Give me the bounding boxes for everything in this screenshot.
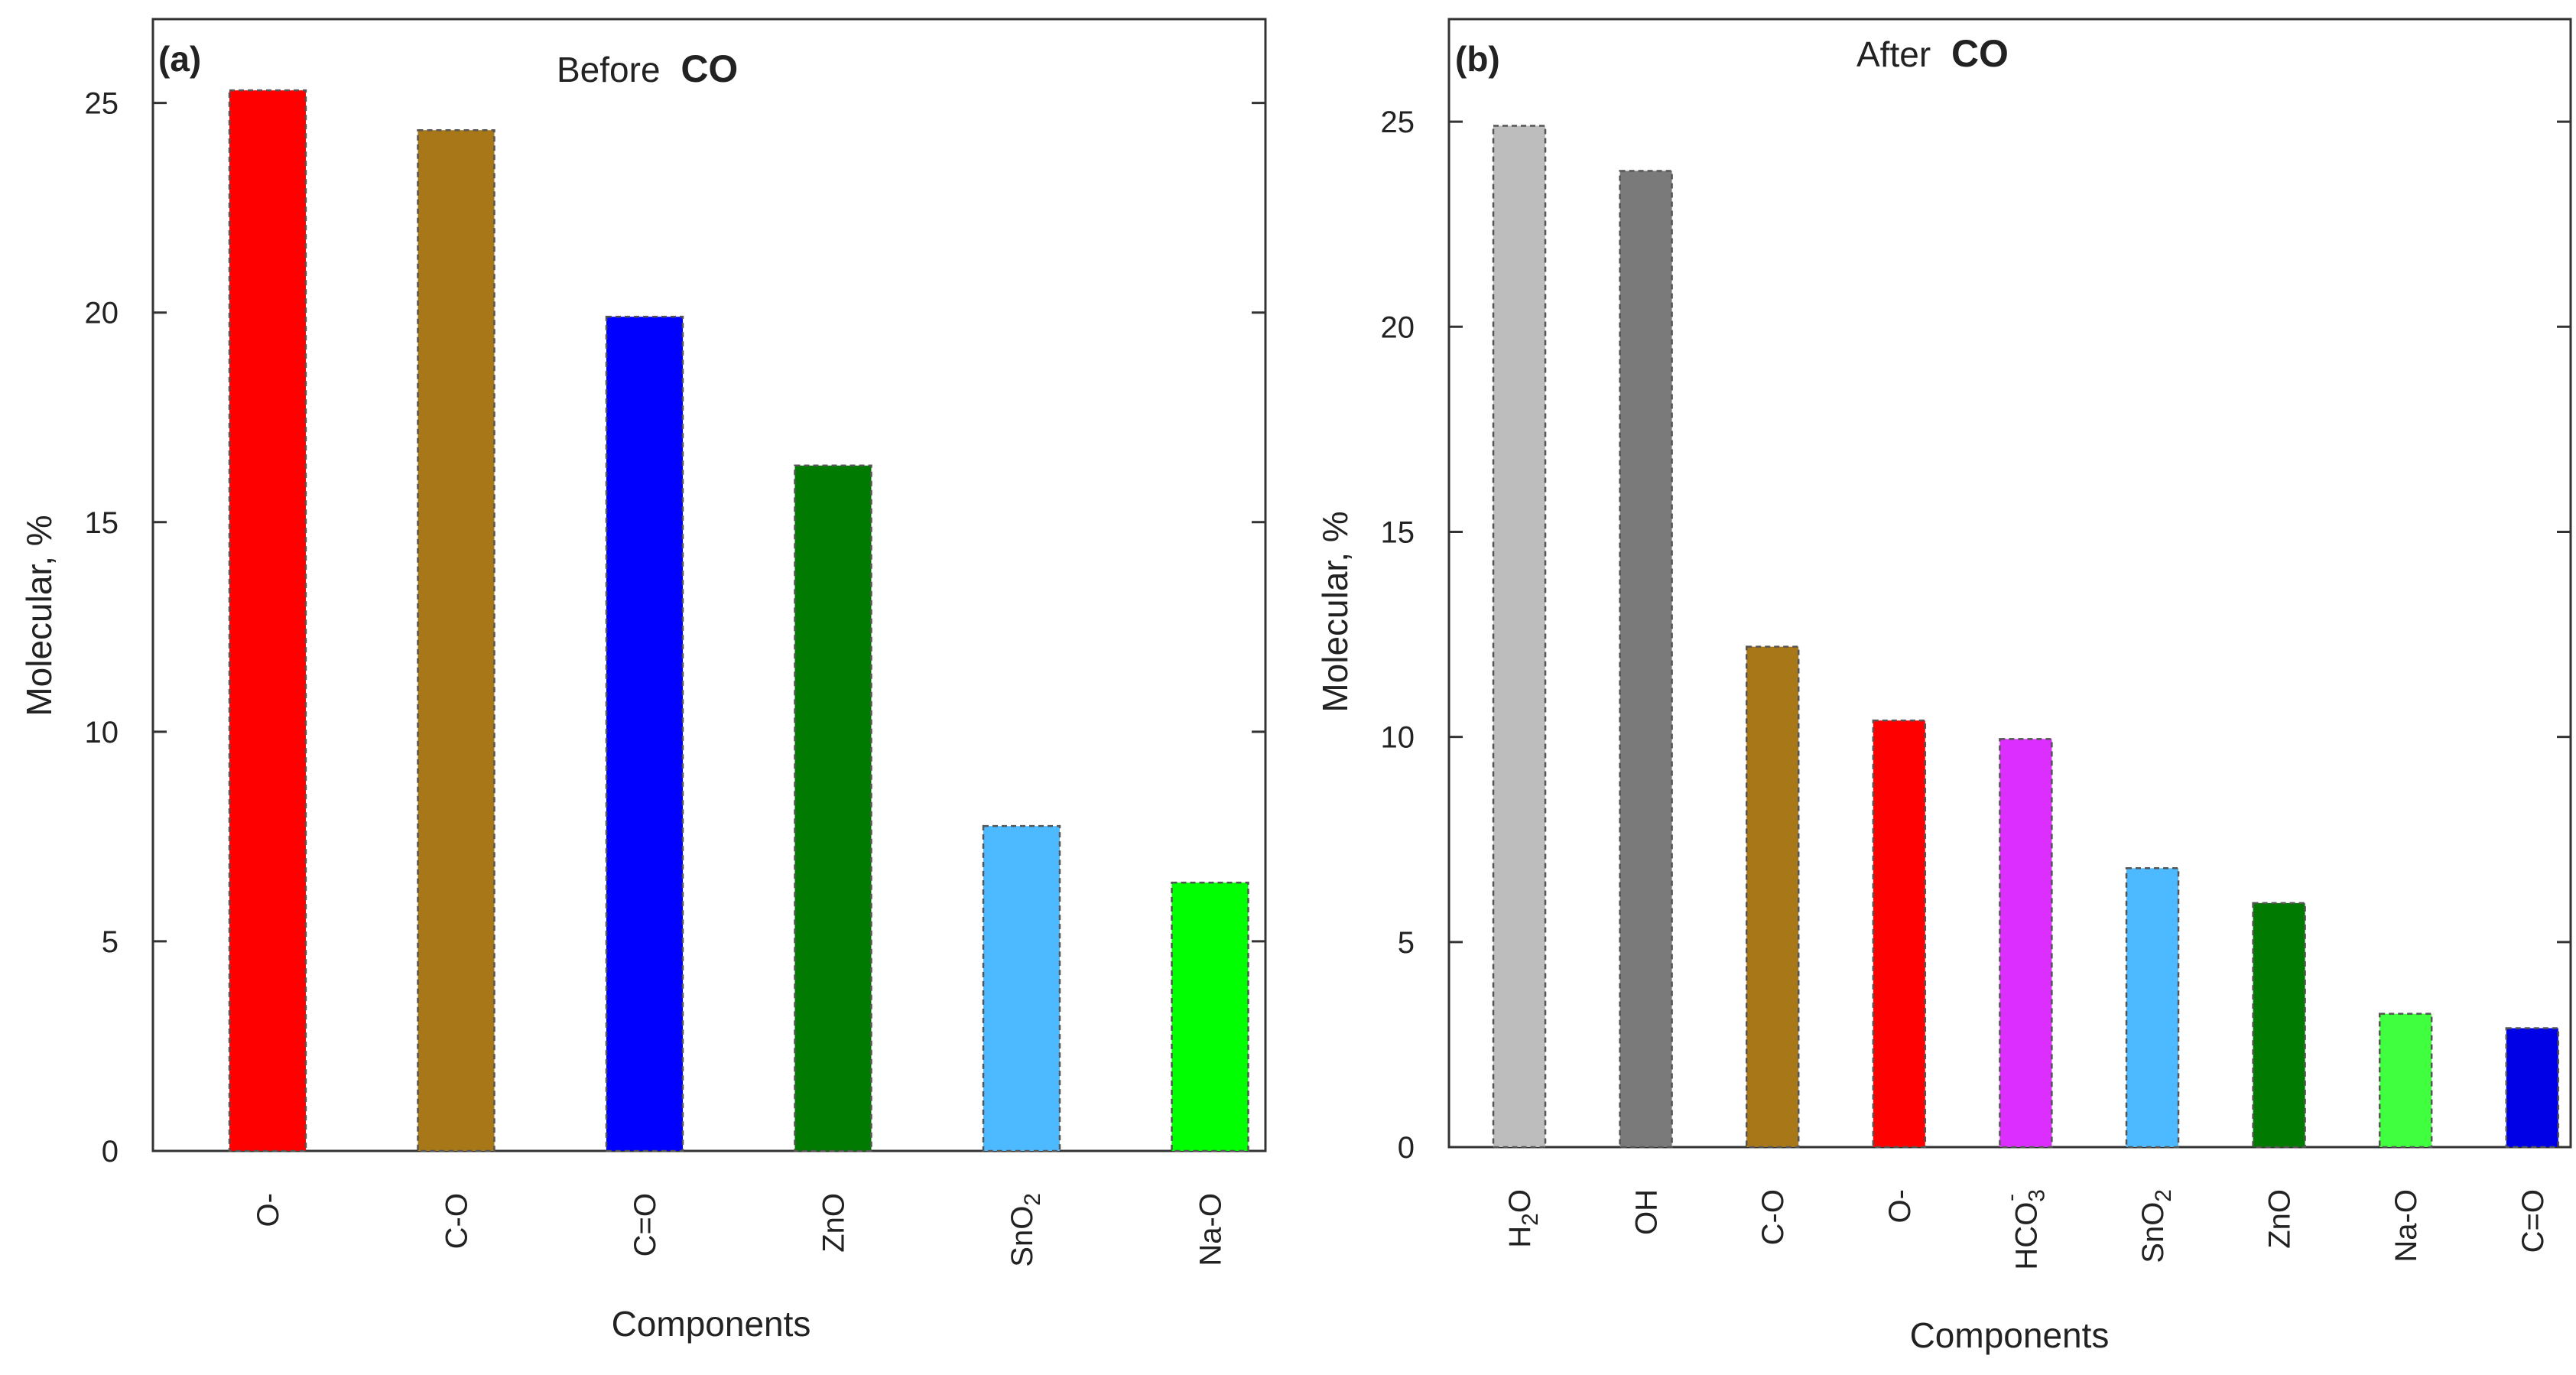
- panel-b-bar-7: [2252, 902, 2306, 1149]
- panel-a-y-tick-label: 20: [85, 297, 119, 330]
- panel-b-category-label: SnO2: [2136, 1189, 2176, 1263]
- panel-a-bars: [228, 89, 1249, 1152]
- panel-a-bar-6: [1171, 881, 1249, 1152]
- panel-b-x-axis-title: Components: [1910, 1315, 2110, 1355]
- panel-b-bar-1: [1492, 125, 1547, 1149]
- panel-b-category-label: HCO3-: [1998, 1189, 2049, 1270]
- panel-b-category-label: OH: [1630, 1189, 1664, 1235]
- panel-a-bar-5: [982, 824, 1061, 1152]
- panel-b-y-tick-label: 5: [1398, 926, 1415, 960]
- panel-b-y-tick-label: 15: [1381, 515, 1415, 549]
- panel-a-y-tick-label: 5: [102, 925, 119, 959]
- panel-b-bar-5: [1999, 738, 2053, 1149]
- panel-a-y-tick-label: 0: [102, 1135, 119, 1169]
- panel-a-category-label: C=O: [629, 1193, 662, 1256]
- panel-b-y-tick-label: 10: [1381, 721, 1415, 755]
- panel-b-bar-3: [1745, 645, 1800, 1149]
- panel-b-y-ticks: 0 5 10 15 20 25: [1381, 106, 2571, 1165]
- panel-b-category-label: O-: [1883, 1189, 1917, 1223]
- panel-b-title-emphasis: CO: [1951, 32, 2009, 75]
- panel-b-bar-4: [1872, 719, 1927, 1149]
- panel-b-y-tick-label: 20: [1381, 310, 1415, 344]
- panel-a-category-label: C-O: [440, 1193, 474, 1249]
- panel-a-y-tick-label: 10: [85, 716, 119, 749]
- panel-b-bars: [1492, 125, 2560, 1149]
- panel-b-bar-2: [1619, 170, 1673, 1149]
- panel-a-y-ticks: 0 5 10 15 20 25: [85, 87, 1265, 1169]
- panel-b-label: (b): [1455, 39, 1500, 79]
- panel-b-category-label: H2O: [1503, 1189, 1543, 1248]
- panel-a-category-label: SnO2: [1005, 1193, 1045, 1267]
- panel-a-label: (a): [158, 39, 201, 79]
- panel-b-y-tick-label: 0: [1398, 1131, 1415, 1165]
- panel-a-y-axis-title: Molecular, %: [19, 515, 59, 716]
- panel-a-plot-frame: [151, 18, 1267, 1152]
- panel-b-category-label: Na-O: [2389, 1189, 2423, 1263]
- panel-a-title-text: Before: [557, 50, 661, 89]
- panel-b: 0 5 10 15 20 25 H2O OH C-O O- HCO3- SnO2 ZnO Na-O C=O…: [1315, 18, 2572, 1355]
- panel-a: 0 5 10 15 20 25 O- C-O C=O ZnO SnO2 Na-O (a) Befor…: [19, 18, 1267, 1344]
- panel-a-bar-4: [794, 464, 872, 1152]
- panel-a-title-emphasis: CO: [681, 47, 738, 90]
- panel-a-category-label: Na-O: [1194, 1193, 1228, 1266]
- panel-a-x-labels: O- C-O C=O ZnO SnO2 Na-O: [252, 1193, 1228, 1267]
- panel-a-bar-2: [417, 129, 495, 1152]
- panel-a-category-label: O-: [252, 1193, 285, 1227]
- panel-a-y-tick-label: 25: [85, 87, 119, 121]
- panel-a-x-axis-title: Components: [612, 1304, 811, 1344]
- panel-b-title-text: After: [1856, 34, 1931, 74]
- panel-a-title: Before CO: [557, 47, 738, 90]
- panel-b-category-label: C-O: [1756, 1189, 1790, 1245]
- panel-b-category-label: C=O: [2516, 1189, 2550, 1253]
- panel-b-title: After CO: [1856, 32, 2009, 75]
- panel-b-bar-9: [2505, 1027, 2560, 1149]
- panel-b-bar-8: [2378, 1013, 2433, 1149]
- panel-b-y-tick-label: 25: [1381, 106, 1415, 139]
- panel-a-category-label: ZnO: [817, 1193, 851, 1253]
- panel-a-bar-1: [228, 89, 307, 1152]
- panel-b-x-labels: H2O OH C-O O- HCO3- SnO2 ZnO Na-O C=O: [1503, 1189, 2550, 1270]
- panel-a-bar-3: [605, 315, 684, 1152]
- panel-b-bar-6: [2125, 867, 2180, 1149]
- panel-a-y-tick-label: 15: [85, 506, 119, 540]
- panel-b-y-axis-title: Molecular, %: [1315, 511, 1355, 712]
- panel-b-category-label: ZnO: [2263, 1189, 2297, 1249]
